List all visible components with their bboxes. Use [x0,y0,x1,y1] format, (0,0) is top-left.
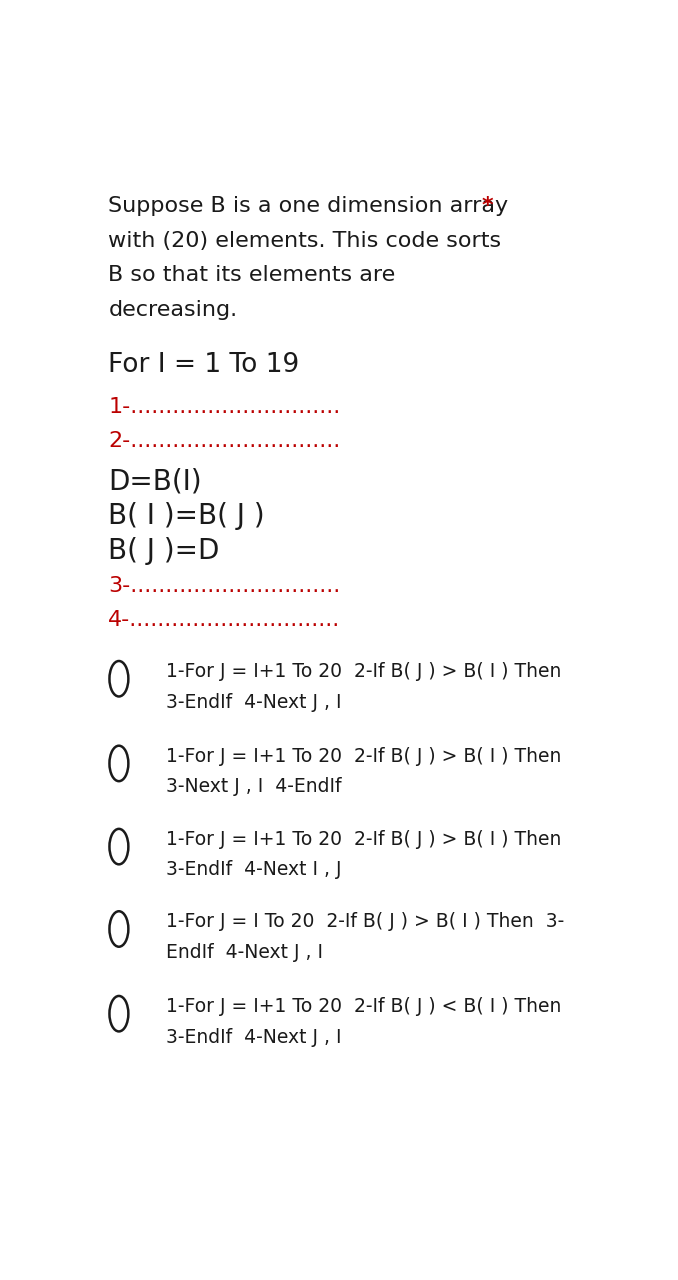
Text: D=B(I): D=B(I) [108,467,202,495]
Text: For I = 1 To 19: For I = 1 To 19 [108,352,300,379]
Text: B so that its elements are: B so that its elements are [108,265,396,285]
Text: 2-..............................: 2-.............................. [108,431,340,451]
Text: 3-EndIf  4-Next J , I: 3-EndIf 4-Next J , I [166,692,342,712]
Text: EndIf  4-Next J , I: EndIf 4-Next J , I [166,943,323,961]
Text: decreasing.: decreasing. [108,300,237,320]
Text: 1-For J = I To 20  2-If B( J ) > B( I ) Then  3-: 1-For J = I To 20 2-If B( J ) > B( I ) T… [166,913,565,931]
Text: 3-..............................: 3-.............................. [108,576,340,595]
Text: B( I )=B( J ): B( I )=B( J ) [108,503,265,530]
Text: 1-For J = I+1 To 20  2-If B( J ) > B( I ) Then: 1-For J = I+1 To 20 2-If B( J ) > B( I )… [166,829,561,849]
Text: B( J )=D: B( J )=D [108,538,220,564]
Text: 4-..............................: 4-.............................. [108,611,340,630]
Text: 1-For J = I+1 To 20  2-If B( J ) > B( I ) Then: 1-For J = I+1 To 20 2-If B( J ) > B( I )… [166,662,561,681]
Text: 3-Next J , I  4-EndIf: 3-Next J , I 4-EndIf [166,777,342,796]
Text: with (20) elements. This code sorts: with (20) elements. This code sorts [108,230,502,251]
Text: 1-For J = I+1 To 20  2-If B( J ) < B( I ) Then: 1-For J = I+1 To 20 2-If B( J ) < B( I )… [166,997,561,1016]
Text: 3-EndIf  4-Next J , I: 3-EndIf 4-Next J , I [166,1028,342,1047]
Text: Suppose B is a one dimension array: Suppose B is a one dimension array [108,196,508,216]
Text: 1-For J = I+1 To 20  2-If B( J ) > B( I ) Then: 1-For J = I+1 To 20 2-If B( J ) > B( I )… [166,746,561,765]
Text: 1-..............................: 1-.............................. [108,397,340,417]
Text: *: * [481,196,493,216]
Text: 3-EndIf  4-Next I , J: 3-EndIf 4-Next I , J [166,860,342,879]
